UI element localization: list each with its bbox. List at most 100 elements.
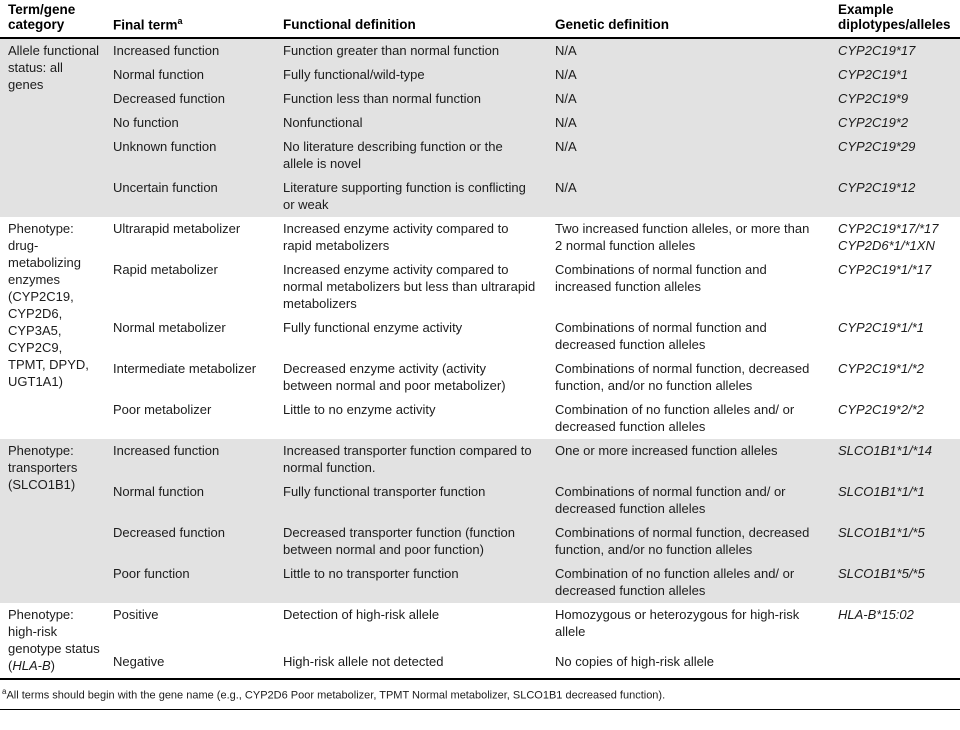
header-genetic-definition: Genetic definition: [550, 0, 833, 39]
final-term-cell: Normal function: [113, 67, 205, 82]
genetic-definition-cell: N/A: [555, 139, 577, 154]
functional-definition-cell: Increased transporter function compared …: [283, 443, 532, 475]
table-row: Allele functional status: all genes Incr…: [0, 38, 960, 92]
example-cell: CYP2C19*1/*1: [838, 320, 924, 335]
section-phenotype-drug-metabolizing-enzymes: Phenotype: drug-metabolizing enzymes (CY…: [0, 217, 960, 439]
final-term-cell: Normal metabolizer: [113, 320, 226, 335]
final-term-cell: Ultrarapid metabolizer: [113, 221, 241, 236]
final-term-cell: Normal function: [113, 484, 205, 499]
example-cell: CYP2C19*2: [838, 115, 909, 130]
functional-definition-cell: Function less than normal function: [283, 91, 481, 106]
final-term-cell: Intermediate metabolizer: [113, 361, 257, 376]
genetic-definition-cell: N/A: [555, 91, 577, 106]
section-allele-functional-status: Allele functional status: all genes Incr…: [0, 38, 960, 217]
example-cell: CYP2C19*9: [838, 91, 909, 106]
table-row: Poor metabolizer Little to no enzyme act…: [0, 398, 960, 439]
table-row: No function Nonfunctional N/A CYP2C19*2: [0, 111, 960, 135]
category-cell: Allele functional status: all genes: [8, 43, 100, 92]
example-cell: CYP2C19*12: [838, 180, 916, 195]
table-row: Decreased function Function less than no…: [0, 87, 960, 111]
footnote-text: All terms should begin with the gene nam…: [6, 689, 666, 702]
functional-definition-cell: Fully functional/wild-type: [283, 67, 425, 82]
functional-definition-cell: Decreased enzyme activity (activity betw…: [283, 361, 506, 393]
final-term-cell: Decreased function: [113, 91, 226, 106]
table-row: Phenotype: high-risk genotype status (HL…: [0, 603, 960, 673]
terms-table: Term/gene category Final terma Functiona…: [0, 0, 960, 678]
genetic-definition-cell: Combinations of normal function, decreas…: [555, 361, 810, 393]
functional-definition-cell: Little to no transporter function: [283, 566, 459, 581]
category-cell: Phenotype: transporters (SLCO1B1): [8, 443, 78, 492]
genetic-definition-cell: No copies of high-risk allele: [555, 654, 714, 670]
example-cell: CYP2C19*2/*2: [838, 402, 924, 417]
final-term-cell: Rapid metabolizer: [113, 262, 218, 277]
section-phenotype-transporters: Phenotype: transporters (SLCO1B1) Increa…: [0, 439, 960, 603]
genetic-definition-cell: Homozygous or heterozygous for high-risk…: [555, 607, 800, 639]
footnote-marker-superscript: a: [177, 15, 183, 26]
functional-definition-cell: Literature supporting function is confli…: [283, 180, 526, 212]
gene-name-italic: HLA-B: [12, 658, 51, 673]
footnote-marker-superscript: a: [2, 687, 7, 696]
table-footnote: aAll terms should begin with the gene na…: [0, 678, 960, 710]
category-cell: Phenotype: drug-metabolizing enzymes (CY…: [8, 221, 89, 389]
example-cell: CYP2C19*1/*2: [838, 361, 924, 376]
functional-definition-cell: Decreased transporter function (function…: [283, 525, 515, 557]
example-cell: [833, 650, 960, 678]
final-term-cell: Poor function: [113, 566, 190, 581]
genetic-definition-cell: Combinations of normal function and/ or …: [555, 484, 786, 516]
table-row: Decreased function Decreased transporter…: [0, 521, 960, 562]
example-cell: SLCO1B1*1/*1: [838, 484, 925, 499]
functional-definition-cell: Increased enzyme activity compared to ra…: [283, 221, 509, 253]
table-row: Poor function Little to no transporter f…: [0, 562, 960, 603]
final-term-cell: Negative: [113, 654, 165, 670]
header-functional-definition: Functional definition: [278, 0, 550, 39]
genetic-definition-cell: One or more increased function alleles: [555, 443, 778, 458]
table-row: Normal function Fully functional/wild-ty…: [0, 63, 960, 87]
table-row: Negative High-risk allele not detected N…: [0, 650, 960, 678]
example-cell: CYP2C19*29: [838, 139, 916, 154]
genetic-definition-cell: Combinations of normal function and decr…: [555, 320, 767, 352]
table-row: Phenotype: drug-metabolizing enzymes (CY…: [0, 217, 960, 389]
genetic-definition-cell: Combinations of normal function and incr…: [555, 262, 767, 294]
example-cell: CYP2C19*1/*17: [838, 262, 932, 277]
functional-definition-cell: Fully functional transporter function: [283, 484, 486, 499]
final-term-cell: Decreased function: [113, 525, 226, 540]
genetic-definition-cell: N/A: [555, 43, 577, 58]
final-term-cell: Increased function: [113, 443, 220, 458]
final-term-cell: Positive: [113, 607, 159, 622]
table-row: Normal function Fully functional transpo…: [0, 480, 960, 521]
final-term-cell: No function: [113, 115, 179, 130]
genetic-definition-cell: Combination of no function alleles and/ …: [555, 566, 795, 598]
functional-definition-cell: Nonfunctional: [283, 115, 363, 130]
table-row: Rapid metabolizer Increased enzyme activ…: [0, 258, 960, 316]
final-term-cell: Unknown function: [113, 139, 217, 154]
final-term-cell: Increased function: [113, 43, 220, 58]
table-row: Intermediate metabolizer Decreased enzym…: [0, 357, 960, 398]
genetic-definition-cell: Combination of no function alleles and/ …: [555, 402, 795, 434]
table-row: Uncertain function Literature supporting…: [0, 176, 960, 217]
table-header: Term/gene category Final terma Functiona…: [0, 0, 960, 39]
example-cell: CYP2C19*1: [838, 67, 909, 82]
header-example-diplotypes: Example diplotypes/alleles: [833, 0, 960, 39]
header-final-term: Final terma: [108, 0, 278, 39]
category-cell: Phenotype: high-risk genotype status (HL…: [8, 607, 100, 673]
example-cell: SLCO1B1*5/*5: [838, 566, 925, 581]
header-term-gene-category: Term/gene category: [0, 0, 108, 39]
final-term-cell: Uncertain function: [113, 180, 218, 195]
example-cell: HLA-B*15:02: [838, 607, 914, 622]
genetic-definition-cell: N/A: [555, 67, 577, 82]
functional-definition-cell: Function greater than normal function: [283, 43, 500, 58]
table-row: Normal metabolizer Fully functional enzy…: [0, 316, 960, 357]
table-row: Phenotype: transporters (SLCO1B1) Increa…: [0, 439, 960, 492]
header-row: Term/gene category Final terma Functiona…: [0, 0, 960, 39]
genetic-definition-cell: N/A: [555, 180, 577, 195]
functional-definition-cell: Fully functional enzyme activity: [283, 320, 463, 335]
functional-definition-cell: Detection of high-risk allele: [283, 607, 440, 622]
final-term-cell: Poor metabolizer: [113, 402, 212, 417]
functional-definition-cell: High-risk allele not detected: [283, 654, 444, 670]
genetic-definition-cell: N/A: [555, 115, 577, 130]
functional-definition-cell: Little to no enzyme activity: [283, 402, 436, 417]
section-phenotype-high-risk-genotype: Phenotype: high-risk genotype status (HL…: [0, 603, 960, 678]
example-cell: SLCO1B1*1/*14: [838, 443, 932, 458]
example-cell: CYP2C19*17/*17 CYP2D6*1/*1XN: [838, 221, 939, 253]
table-row: Unknown function No literature describin…: [0, 135, 960, 176]
